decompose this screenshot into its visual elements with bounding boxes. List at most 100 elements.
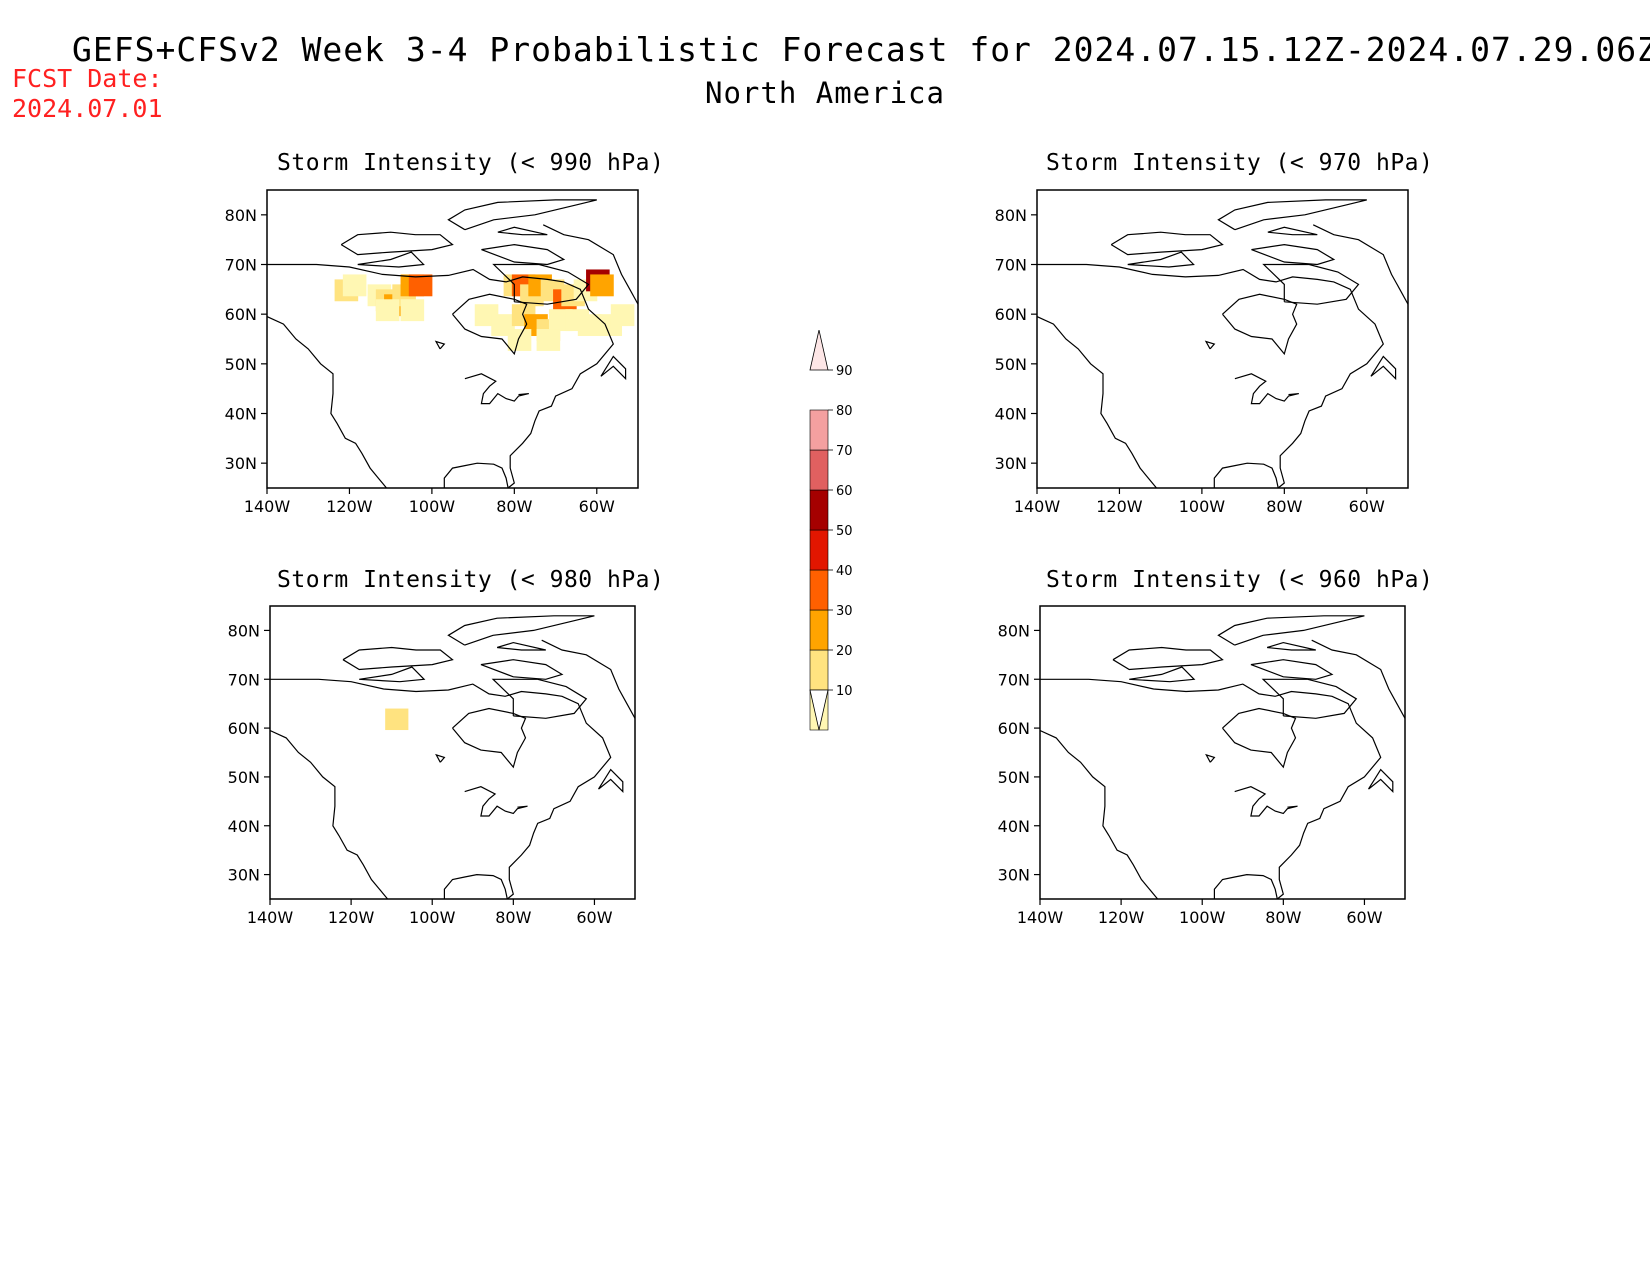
lat-tick-label: 80N [998,621,1030,640]
coastline [452,707,527,769]
prob-cell [400,299,425,322]
coastline [1204,340,1216,350]
coastline [1222,293,1298,356]
coastline [480,659,564,680]
lat-tick-label: 70N [225,256,257,275]
coastline [270,678,612,899]
colorbar-label: 90 [836,364,853,379]
lat-tick-label: 40N [998,817,1030,836]
lat-tick-label: 80N [225,206,257,225]
colorbar-segment [809,449,829,491]
colorbar-segment [809,529,829,571]
coastline [1112,646,1224,671]
coastline [542,224,638,305]
coastline [1205,753,1216,763]
coastline [1110,231,1224,256]
map-frame [1036,189,1409,489]
lon-tick-label: 60W [576,908,612,927]
lat-tick-label: 50N [998,768,1030,787]
coastline [1217,615,1365,646]
colorbar-label: 20 [836,644,853,659]
lat-tick-label: 80N [995,206,1027,225]
fcst-date-label: FCST Date: [12,64,163,93]
coastline [1367,768,1394,794]
prob-cell [590,274,614,297]
coastline [464,373,529,405]
figure-subtitle: North America [705,76,945,110]
map-960: 80N 70N 60N 50N 40N 30N 140W 120W 100W 80W 60W [998,605,1406,927]
lon-tick-label: 140W [244,497,291,516]
lon-tick-label: 100W [1179,497,1226,516]
colorbar-bottom-cap [809,689,829,731]
coastline [267,316,387,488]
coastline [1261,678,1358,719]
lat-tick-label: 60N [228,719,260,738]
colorbar-top-cap [809,330,829,371]
map-970: 80N 70N 60N 50N 40N 30N 140W 120W 100W 80W 60W [995,189,1409,516]
prob-cell [342,274,367,297]
prob-cell [610,304,635,327]
coastline [464,786,528,817]
coastline [492,263,590,305]
coastline [1267,226,1318,236]
panel-title-990: Storm Intensity (< 990 hPa) [277,150,665,176]
lon-tick-label: 80W [1265,908,1301,927]
coastline [1312,224,1408,305]
lon-tick-label: 140W [1017,908,1064,927]
panel-title-980: Storm Intensity (< 980 hPa) [277,567,665,593]
coastline [443,873,508,899]
lat-tick-label: 80N [228,621,260,640]
lat-tick-label: 40N [225,405,257,424]
coastline [359,666,426,683]
prob-cell [385,708,409,731]
map-frame [269,605,636,900]
coastline [1040,678,1382,899]
coastline [447,615,595,646]
coastline [1037,316,1157,488]
prob-cell [375,299,400,322]
coastline [452,293,528,356]
lat-tick-label: 30N [995,454,1027,473]
lon-tick-label: 120W [328,908,375,927]
lon-tick-label: 120W [326,497,373,516]
prob-cell [507,329,532,351]
lat-tick-label: 50N [228,768,260,787]
lat-tick-label: 60N [998,719,1030,738]
coastline [1266,641,1316,651]
coastline [435,753,446,763]
map-frame [1039,605,1406,900]
colorbar-label: 50 [836,524,853,539]
coastline [497,226,548,236]
coastline [434,340,446,350]
lat-tick-label: 70N [228,670,260,689]
coastline [496,641,546,651]
coastline [541,639,635,719]
coastline [1213,462,1279,488]
panel-title-970: Storm Intensity (< 970 hPa) [1046,150,1434,176]
lon-tick-label: 60W [1346,908,1382,927]
lon-tick-label: 80W [1266,497,1302,516]
coastline [1127,251,1195,268]
prob-cell [408,274,433,297]
lon-tick-label: 80W [495,908,531,927]
lat-tick-label: 50N [225,355,257,374]
colorbar-label: 40 [836,564,853,579]
colorbar-label: 80 [836,404,853,419]
lon-tick-label: 100W [409,908,456,927]
coastline [443,462,509,488]
coastline [1234,786,1298,817]
prob-cell [577,314,602,337]
colorbar-segment [809,569,829,611]
coastline [1311,639,1405,719]
map-frame [266,189,639,489]
colorbar: 10 20 30 40 50 60 70 80 90 [809,330,853,731]
colorbar-label: 70 [836,444,853,459]
lon-tick-label: 120W [1098,908,1145,927]
coastline [600,355,627,381]
map-990: 80N 70N 60N 50N 40N 30N 140W 120W 100W 80W 60W [225,189,639,516]
lat-tick-label: 30N [225,454,257,473]
coastline [270,729,389,899]
lat-tick-label: 60N [995,305,1027,324]
coastline [340,231,454,256]
lon-tick-label: 140W [247,908,294,927]
